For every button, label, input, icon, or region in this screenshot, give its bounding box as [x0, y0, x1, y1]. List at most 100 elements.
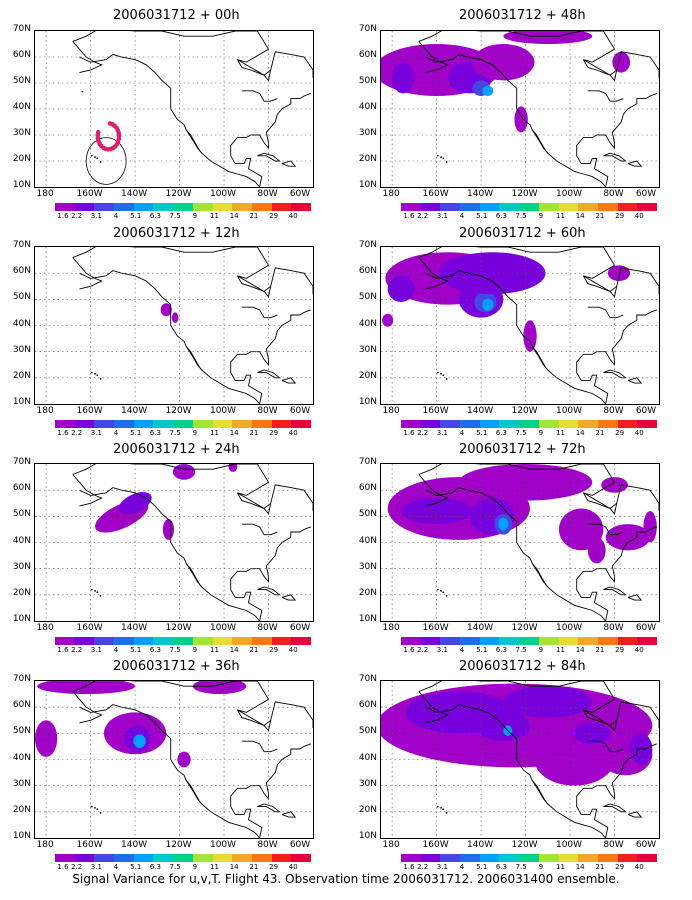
- lon-tick-label: 140W: [467, 623, 494, 633]
- colorbar-label: 7.5: [515, 212, 527, 220]
- colorbar-swatch: [212, 637, 233, 645]
- lat-tick-label: 20N: [358, 587, 377, 598]
- colorbar-label: 21: [249, 646, 259, 654]
- colorbar-swatch: [251, 637, 272, 645]
- lon-tick-label: 160W: [76, 406, 103, 416]
- lon-tick-label: 120W: [165, 406, 192, 416]
- map-plot: [380, 680, 660, 839]
- colorbar-swatch: [114, 420, 134, 428]
- island-dot: [436, 154, 439, 157]
- lat-tick-label: 20N: [12, 370, 31, 381]
- colorbar-label: 21: [249, 429, 259, 437]
- lat-tick-label: 70N: [358, 24, 377, 34]
- colorbar-swatch: [291, 637, 311, 645]
- lon-tick-label: 180: [36, 623, 54, 633]
- coastline: [418, 691, 449, 724]
- colorbar-swatch: [637, 203, 657, 211]
- variance-contour: [503, 686, 593, 718]
- lon-tick-label: 180: [382, 406, 400, 416]
- coastline: [583, 275, 618, 298]
- colorbar-label: 9: [192, 646, 198, 654]
- colorbar-label: 40: [288, 212, 298, 220]
- coastline: [583, 492, 618, 515]
- colorbar-swatch: [460, 637, 480, 645]
- colorbar-label: 40: [288, 863, 298, 871]
- coastline: [531, 129, 549, 154]
- colorbar-swatch: [133, 203, 154, 211]
- lat-tick-label: 70N: [12, 457, 31, 467]
- colorbar-swatch: [55, 420, 75, 428]
- variance-contour: [37, 681, 136, 695]
- colorbar-label: 1.6: [57, 646, 69, 654]
- coastline: [257, 152, 281, 162]
- island-dot: [94, 156, 96, 158]
- colorbar-swatch: [499, 203, 520, 211]
- colorbar-swatch: [114, 203, 134, 211]
- colorbar-swatch: [617, 203, 638, 211]
- lon-tick-label: 80W: [603, 406, 624, 416]
- colorbar-label: 9: [192, 429, 198, 437]
- colorbar-label: 1.6: [403, 429, 415, 437]
- lon-tick-label: 120W: [511, 623, 538, 633]
- coastline: [237, 275, 272, 298]
- colorbar-label: 1.6: [403, 212, 415, 220]
- colorbar-swatch: [133, 637, 154, 645]
- island-dot: [94, 590, 96, 592]
- coastline: [237, 709, 272, 732]
- colorbar-swatch: [173, 637, 193, 645]
- colorbar-swatch: [192, 854, 213, 862]
- lat-tick-label: 70N: [12, 240, 31, 250]
- coastline: [281, 160, 297, 167]
- lon-tick-label: 160W: [76, 189, 103, 199]
- lon-tick-label: 120W: [511, 840, 538, 850]
- colorbar-swatch: [538, 637, 559, 645]
- lat-tick-label: 40N: [12, 535, 31, 546]
- coastline: [72, 691, 103, 724]
- island-dot: [96, 808, 99, 811]
- colorbar-label: 7.5: [169, 429, 181, 437]
- lon-tick-label: 140W: [467, 406, 494, 416]
- colorbar-label: 9: [538, 212, 544, 220]
- colorbar-swatch: [637, 854, 657, 862]
- colorbar-label: 2.2: [417, 646, 429, 654]
- coastline: [185, 563, 203, 588]
- colorbar-swatch: [271, 637, 292, 645]
- variance-contour: [482, 85, 494, 96]
- colorbar-swatch: [460, 203, 480, 211]
- colorbar-label: 5.1: [476, 429, 488, 437]
- coastline: [603, 586, 627, 596]
- map-plot: [34, 680, 314, 839]
- colorbar-label: 6.3: [149, 646, 161, 654]
- coastline: [531, 346, 549, 371]
- coastline: [237, 492, 272, 515]
- colorbar-label: 9: [538, 646, 544, 654]
- colorbar-swatch: [440, 203, 461, 211]
- colorbar-swatch: [578, 637, 598, 645]
- lon-tick-label: 160W: [422, 840, 449, 850]
- lat-tick-label: 50N: [12, 292, 31, 303]
- island-dot: [445, 811, 448, 814]
- coastline: [281, 377, 297, 384]
- lon-tick-label: 140W: [121, 189, 148, 199]
- colorbar-label: 3.1: [90, 429, 102, 437]
- colorbar-label: 21: [595, 212, 605, 220]
- colorbar-label: 6.3: [495, 646, 507, 654]
- lat-tick-label: 50N: [358, 76, 377, 86]
- colorbar: [55, 420, 311, 428]
- colorbar-swatch: [94, 637, 115, 645]
- coastline: [237, 59, 272, 82]
- colorbar-label: 4: [113, 212, 119, 220]
- colorbar-swatch: [578, 854, 598, 862]
- panel-title: 2006031712 + 60h: [459, 226, 586, 241]
- colorbar-swatch: [401, 420, 421, 428]
- colorbar-label: 21: [595, 863, 605, 871]
- lon-tick-label: 180: [36, 840, 54, 850]
- colorbar-swatch: [232, 854, 252, 862]
- lat-tick-label: 40N: [358, 102, 377, 112]
- lat-tick-label: 20N: [12, 804, 31, 815]
- colorbar-label: 7.5: [515, 646, 527, 654]
- variance-contour: [387, 275, 415, 302]
- island-dot: [445, 161, 448, 163]
- lat-tick-label: 10N: [12, 397, 31, 407]
- colorbar-label: 29: [615, 646, 625, 654]
